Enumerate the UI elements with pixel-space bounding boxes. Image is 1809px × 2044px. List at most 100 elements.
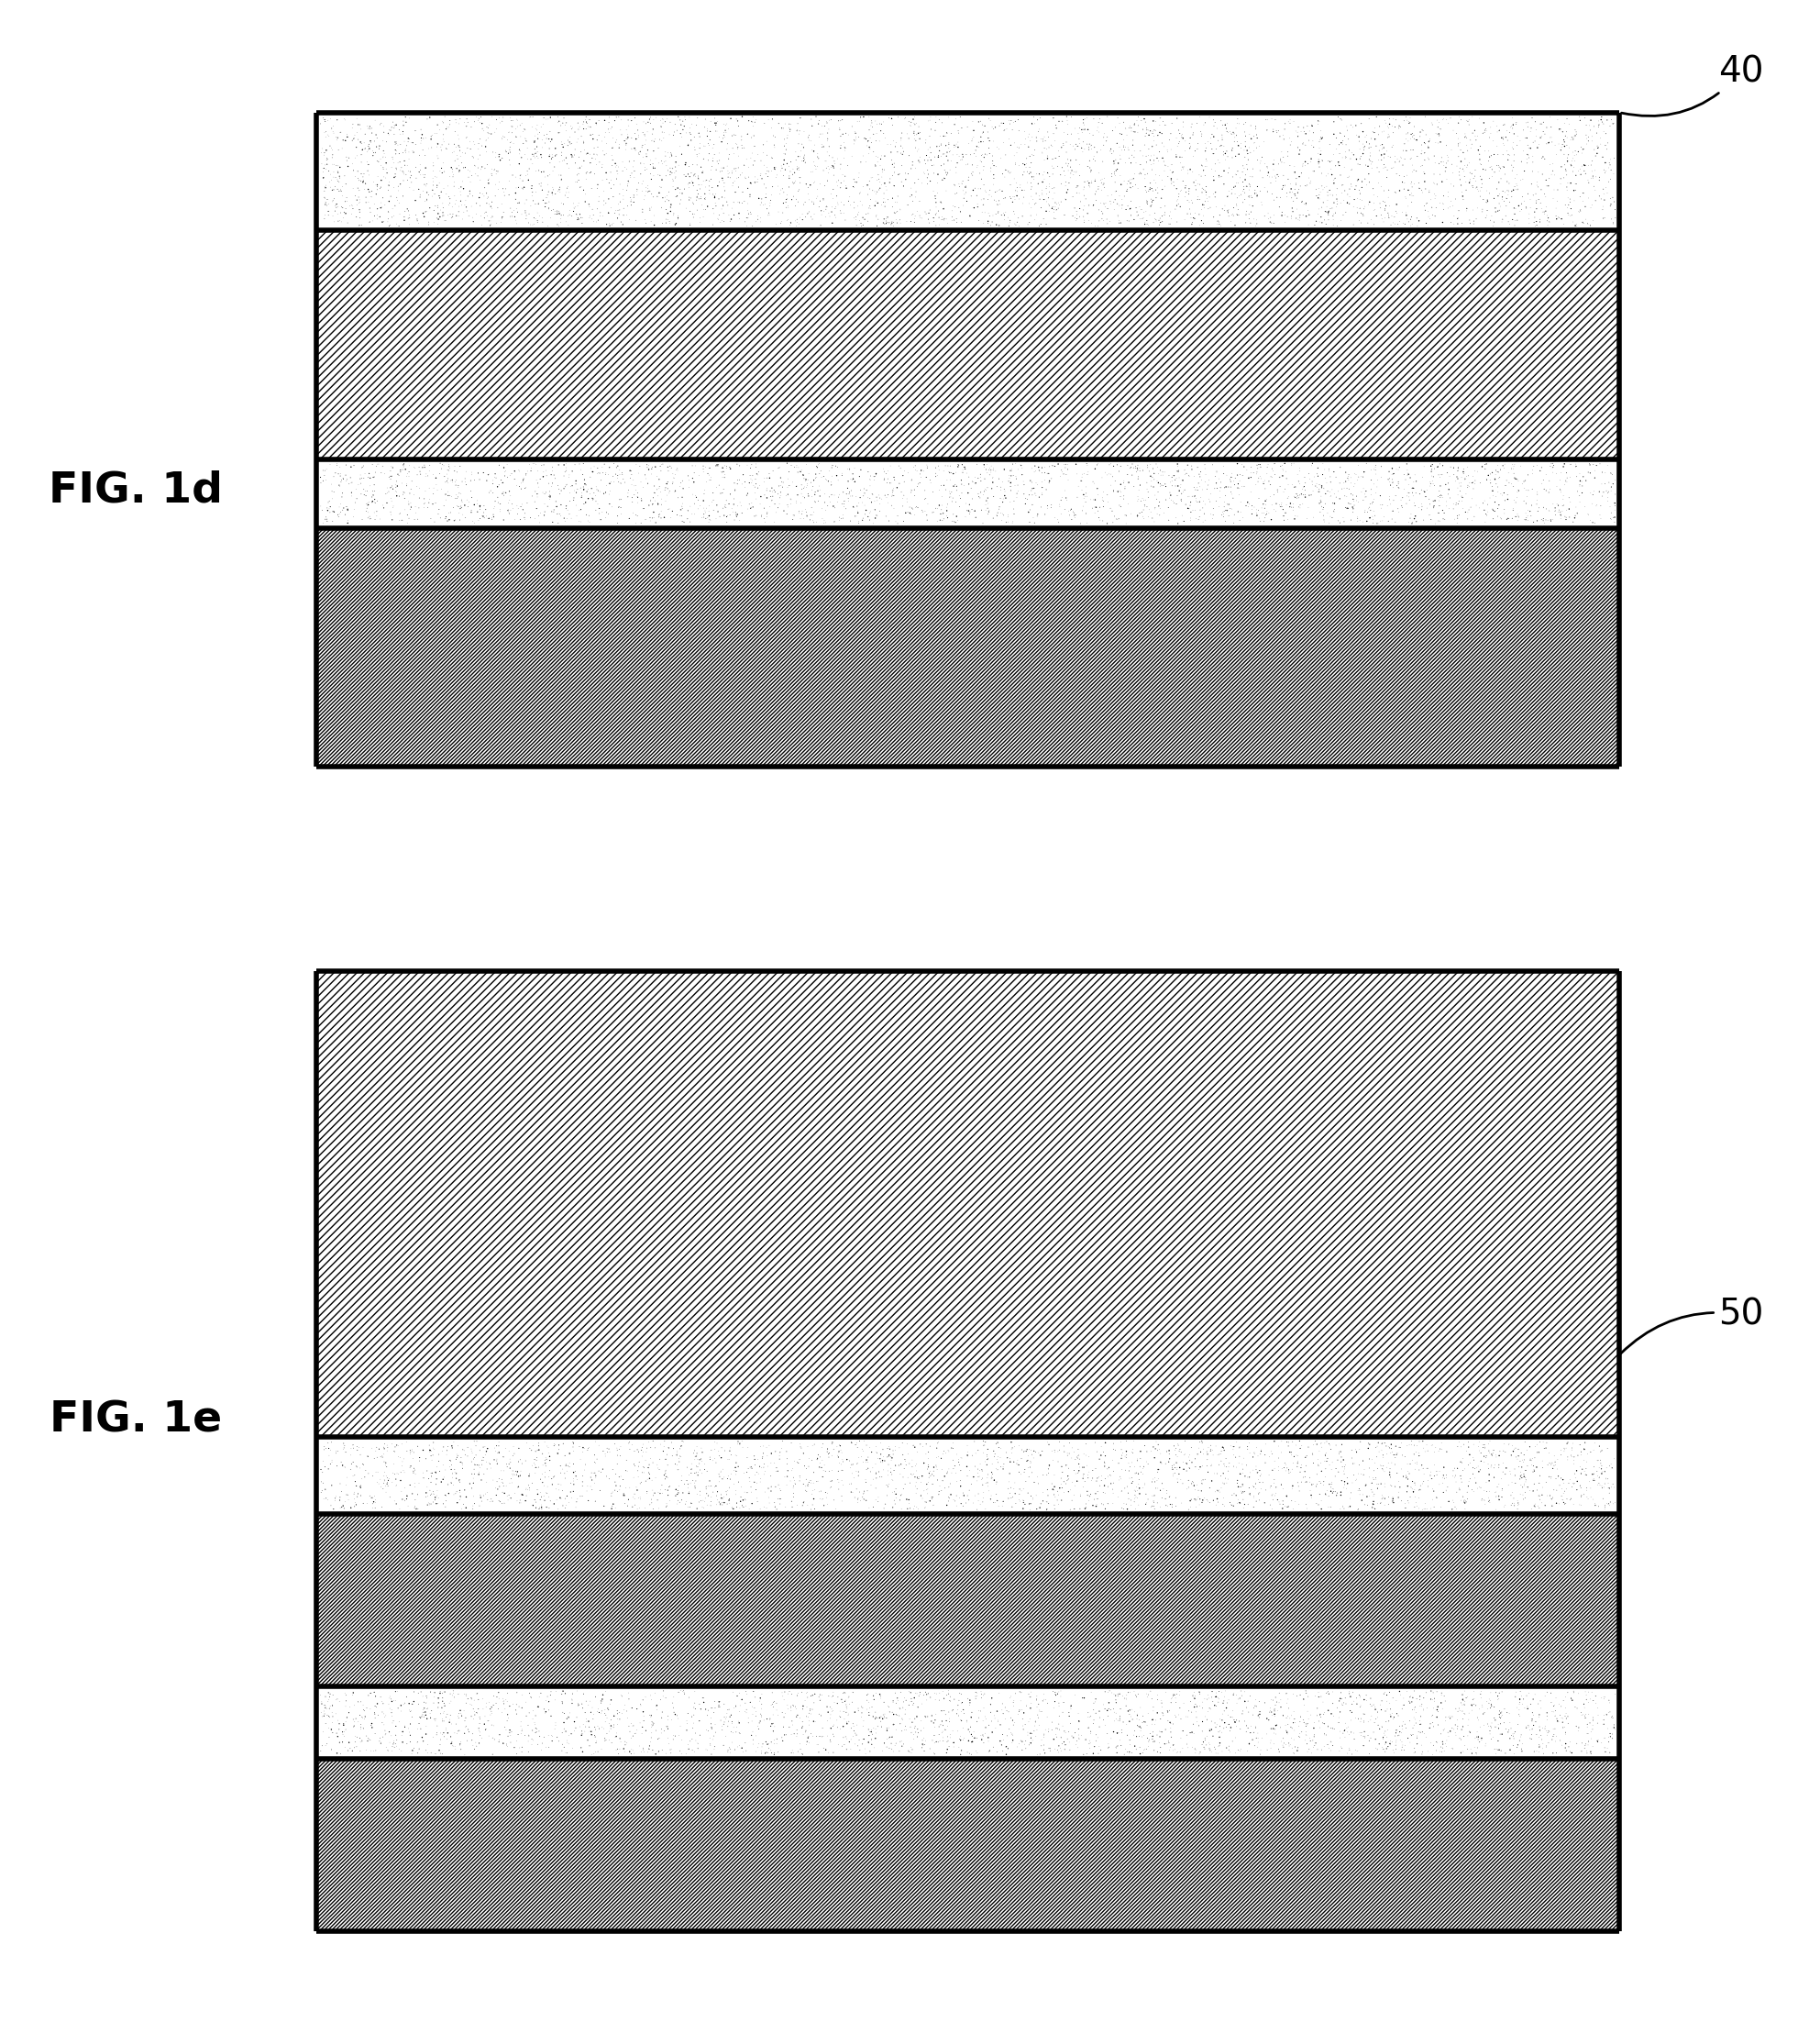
Point: [1297, 1437, 1326, 1470]
Point: [1116, 1727, 1145, 1760]
Point: [932, 491, 961, 523]
Point: [427, 1690, 456, 1723]
Point: [1447, 1459, 1476, 1492]
Point: [525, 1433, 554, 1466]
Point: [1185, 1711, 1214, 1744]
Point: [1239, 1482, 1268, 1515]
Point: [579, 456, 608, 489]
Point: [628, 1455, 657, 1488]
Point: [554, 208, 582, 241]
Point: [700, 1729, 729, 1762]
Point: [1207, 161, 1236, 194]
Point: [865, 1455, 894, 1488]
Point: [575, 190, 604, 223]
Point: [537, 458, 566, 491]
Point: [1093, 1488, 1122, 1521]
Point: [322, 1682, 351, 1715]
Point: [490, 1684, 519, 1717]
Point: [534, 159, 563, 192]
Point: [1530, 1490, 1559, 1523]
Point: [1527, 121, 1556, 153]
Point: [611, 127, 640, 159]
Point: [1411, 143, 1440, 176]
Point: [686, 1719, 715, 1752]
Point: [747, 1701, 776, 1733]
Point: [700, 180, 729, 213]
Point: [1563, 474, 1592, 507]
Point: [1337, 153, 1366, 186]
Point: [1248, 1466, 1277, 1498]
Point: [384, 1441, 412, 1474]
Point: [1261, 1472, 1290, 1504]
Point: [1324, 1437, 1353, 1470]
Point: [1554, 168, 1583, 200]
Bar: [317, 231, 1619, 460]
Point: [1178, 1697, 1207, 1729]
Point: [1123, 1709, 1152, 1741]
Point: [1505, 1488, 1534, 1521]
Point: [733, 119, 762, 151]
Point: [355, 1457, 384, 1490]
Point: [1369, 1719, 1398, 1752]
Point: [1284, 1425, 1313, 1457]
Point: [1406, 1474, 1435, 1506]
Point: [1574, 1676, 1603, 1709]
Point: [644, 486, 673, 519]
Point: [492, 1470, 521, 1502]
Point: [867, 149, 895, 182]
Point: [1324, 147, 1353, 180]
Point: [709, 472, 738, 505]
Point: [720, 1468, 749, 1500]
Point: [1527, 192, 1556, 225]
Point: [1395, 1486, 1424, 1519]
Point: [1340, 174, 1369, 206]
Point: [438, 200, 467, 233]
Point: [429, 172, 458, 204]
Point: [1071, 1427, 1100, 1459]
Point: [854, 100, 883, 133]
Point: [1415, 125, 1444, 157]
Point: [809, 493, 838, 525]
Point: [971, 474, 1000, 507]
Point: [1246, 1733, 1275, 1766]
Point: [669, 1468, 698, 1500]
Point: [1319, 486, 1348, 519]
Point: [988, 466, 1017, 499]
Point: [823, 1439, 852, 1472]
Point: [997, 1427, 1026, 1459]
Point: [1407, 474, 1436, 507]
Point: [635, 1699, 664, 1731]
Point: [459, 1733, 488, 1766]
Point: [689, 143, 718, 176]
Point: [970, 153, 999, 186]
Point: [1420, 200, 1449, 233]
Point: [722, 1439, 751, 1472]
Point: [1550, 1717, 1579, 1750]
Point: [620, 1737, 649, 1770]
Point: [1424, 127, 1453, 159]
Point: [1482, 1711, 1511, 1744]
Point: [1532, 170, 1561, 202]
Point: [1227, 497, 1255, 529]
Point: [606, 466, 635, 499]
Point: [829, 1484, 857, 1517]
Point: [602, 1733, 631, 1766]
Point: [706, 198, 734, 231]
Point: [488, 123, 517, 155]
Point: [617, 188, 646, 221]
Point: [1212, 1466, 1241, 1498]
Point: [1529, 1451, 1558, 1484]
Point: [1444, 194, 1473, 227]
Point: [1080, 178, 1109, 211]
Point: [1447, 1686, 1476, 1719]
Point: [436, 1727, 465, 1760]
Point: [1230, 117, 1259, 149]
Point: [845, 121, 874, 153]
Point: [850, 489, 879, 521]
Point: [810, 478, 839, 511]
Point: [809, 1719, 838, 1752]
Point: [1125, 1703, 1154, 1735]
Point: [1219, 482, 1248, 515]
Point: [715, 486, 743, 519]
Point: [356, 503, 385, 536]
